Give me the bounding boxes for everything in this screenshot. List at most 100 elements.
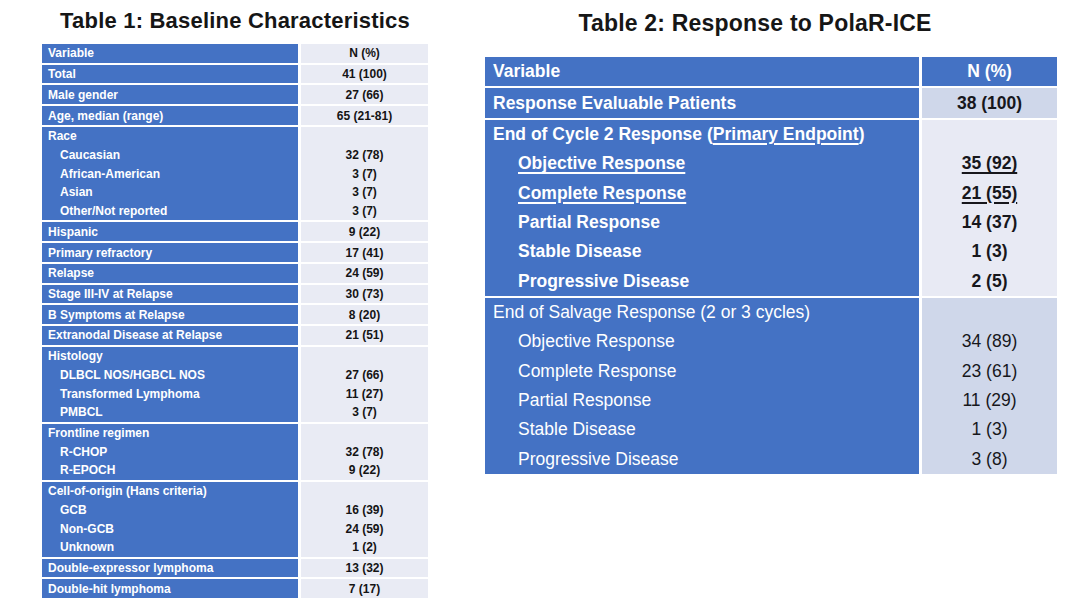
table-row: R-EPOCH9 (22) bbox=[42, 461, 428, 480]
row-label: End of Salvage Response (2 or 3 cycles) bbox=[485, 298, 919, 327]
table-row: Extranodal Disease at Relapse21 (51) bbox=[42, 324, 428, 345]
table-row: Response Evaluable Patients38 (100) bbox=[485, 86, 1057, 117]
row-value: 1 (2) bbox=[301, 538, 428, 557]
table-row: African-American3 (7) bbox=[42, 164, 428, 183]
row-value: N (%) bbox=[922, 57, 1057, 86]
row-label: Complete Response bbox=[485, 357, 919, 386]
row-value: 3 (7) bbox=[301, 202, 428, 221]
row-label: Variable bbox=[485, 57, 919, 86]
table-row: Frontline regimen bbox=[42, 422, 428, 443]
row-label: Partial Response bbox=[485, 208, 919, 237]
row-label: Hispanic bbox=[42, 222, 298, 241]
table-row: Complete Response21 (55) bbox=[485, 178, 1057, 207]
row-label: Objective Response bbox=[485, 149, 919, 178]
row-value bbox=[922, 120, 1057, 149]
row-label: Variable bbox=[42, 44, 298, 63]
row-label: Caucasian bbox=[42, 146, 298, 165]
table-row: Transformed Lymphoma11 (27) bbox=[42, 384, 428, 403]
row-value: 27 (66) bbox=[301, 85, 428, 104]
row-value: 38 (100) bbox=[922, 88, 1057, 117]
row-value: 32 (78) bbox=[301, 146, 428, 165]
row-label: End of Cycle 2 Response (Primary Endpoin… bbox=[485, 120, 919, 149]
row-label: Race bbox=[42, 127, 298, 146]
table2-title: Table 2: Response to PolaR-ICE bbox=[485, 10, 1025, 37]
slide: { "colors": { "table_blue": "#4472C4", "… bbox=[0, 0, 1080, 608]
row-value: 65 (21-81) bbox=[301, 106, 428, 125]
table-row: Double-hit lymphoma7 (17) bbox=[42, 577, 428, 598]
row-value: 27 (66) bbox=[301, 366, 428, 385]
row-value: 2 (5) bbox=[922, 267, 1057, 296]
row-value: 41 (100) bbox=[301, 65, 428, 84]
row-value: 7 (17) bbox=[301, 579, 428, 598]
row-label: African-American bbox=[42, 164, 298, 183]
row-label: Double-expressor lymphoma bbox=[42, 559, 298, 578]
table-row: Total41 (100) bbox=[42, 63, 428, 84]
table-row: Stable Disease1 (3) bbox=[485, 415, 1057, 444]
table-row: Progressive Disease3 (8) bbox=[485, 445, 1057, 474]
row-value: 3 (7) bbox=[301, 403, 428, 422]
row-label: B Symptoms at Relapse bbox=[42, 305, 298, 324]
row-label: Stable Disease bbox=[485, 237, 919, 266]
row-value: 9 (22) bbox=[301, 222, 428, 241]
table-row: Objective Response34 (89) bbox=[485, 327, 1057, 356]
table-row: R-CHOP32 (78) bbox=[42, 442, 428, 461]
row-label: Non-GCB bbox=[42, 519, 298, 538]
row-label: Extranodal Disease at Relapse bbox=[42, 326, 298, 345]
table-row: DLBCL NOS/HGBCL NOS27 (66) bbox=[42, 366, 428, 385]
table-row: VariableN (%) bbox=[42, 44, 428, 63]
table-row: Stable Disease1 (3) bbox=[485, 237, 1057, 266]
row-value: 9 (22) bbox=[301, 461, 428, 480]
table2-response-polar-ice: VariableN (%)Response Evaluable Patients… bbox=[485, 57, 1057, 474]
row-value: 3 (7) bbox=[301, 183, 428, 202]
table-row: PMBCL3 (7) bbox=[42, 403, 428, 422]
table-row: Asian3 (7) bbox=[42, 183, 428, 202]
row-value: 3 (7) bbox=[301, 164, 428, 183]
row-value: 21 (55) bbox=[922, 178, 1057, 207]
row-value: 32 (78) bbox=[301, 442, 428, 461]
table-row: Caucasian32 (78) bbox=[42, 146, 428, 165]
row-value: 17 (41) bbox=[301, 243, 428, 262]
row-label: Transformed Lymphoma bbox=[42, 384, 298, 403]
row-value: 1 (3) bbox=[922, 237, 1057, 266]
row-value: 3 (8) bbox=[922, 445, 1057, 474]
row-label: R-CHOP bbox=[42, 442, 298, 461]
row-label: Frontline regimen bbox=[42, 424, 298, 443]
row-label: GCB bbox=[42, 501, 298, 520]
row-value: 21 (51) bbox=[301, 326, 428, 345]
row-value: 1 (3) bbox=[922, 415, 1057, 444]
row-label: Partial Response bbox=[485, 386, 919, 415]
row-label: Objective Response bbox=[485, 327, 919, 356]
row-value: 24 (59) bbox=[301, 519, 428, 538]
row-label: Relapse bbox=[42, 264, 298, 283]
table-row: Histology bbox=[42, 345, 428, 366]
row-value: N (%) bbox=[301, 44, 428, 63]
row-label: Primary refractory bbox=[42, 243, 298, 262]
row-value bbox=[301, 424, 428, 443]
row-label: Progressive Disease bbox=[485, 267, 919, 296]
table-row: Other/Not reported3 (7) bbox=[42, 202, 428, 221]
row-value: 34 (89) bbox=[922, 327, 1057, 356]
row-value: 30 (73) bbox=[301, 285, 428, 304]
row-label: Unknown bbox=[42, 538, 298, 557]
table-row: Objective Response35 (92) bbox=[485, 149, 1057, 178]
row-label: Response Evaluable Patients bbox=[485, 88, 919, 117]
table-row: Double-expressor lymphoma13 (32) bbox=[42, 557, 428, 578]
row-label: R-EPOCH bbox=[42, 461, 298, 480]
row-value: 24 (59) bbox=[301, 264, 428, 283]
row-value bbox=[922, 298, 1057, 327]
table-row: Hispanic9 (22) bbox=[42, 220, 428, 241]
table-row: GCB16 (39) bbox=[42, 501, 428, 520]
row-value: 23 (61) bbox=[922, 357, 1057, 386]
row-label: Asian bbox=[42, 183, 298, 202]
row-label: Male gender bbox=[42, 85, 298, 104]
table-row: Partial Response11 (29) bbox=[485, 386, 1057, 415]
row-value: 35 (92) bbox=[922, 149, 1057, 178]
table-row: Progressive Disease2 (5) bbox=[485, 267, 1057, 296]
table-row: Primary refractory17 (41) bbox=[42, 241, 428, 262]
table-row: Relapse24 (59) bbox=[42, 262, 428, 283]
row-label: DLBCL NOS/HGBCL NOS bbox=[42, 366, 298, 385]
row-value: 11 (27) bbox=[301, 384, 428, 403]
table-row: Age, median (range)65 (21-81) bbox=[42, 104, 428, 125]
table-row: B Symptoms at Relapse8 (20) bbox=[42, 303, 428, 324]
table-row: End of Cycle 2 Response (Primary Endpoin… bbox=[485, 118, 1057, 149]
